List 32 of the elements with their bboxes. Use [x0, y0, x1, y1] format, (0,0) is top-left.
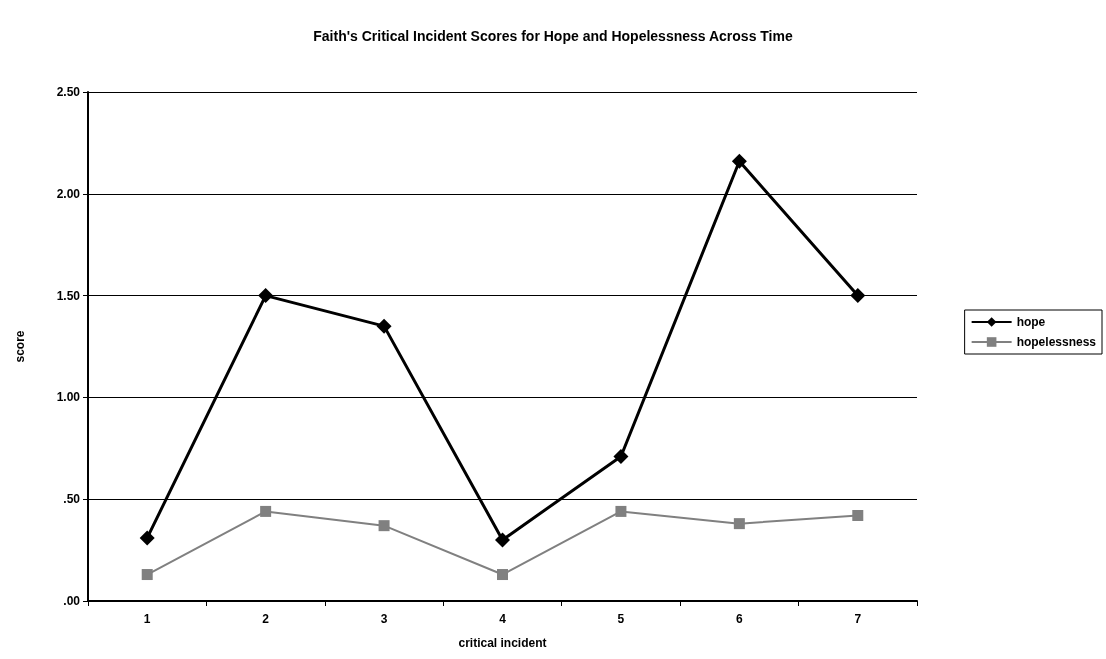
y-tick-label: 2.50 — [56, 85, 81, 99]
point — [615, 505, 627, 517]
point — [141, 569, 153, 581]
point — [139, 530, 155, 546]
point — [852, 509, 864, 521]
x-tick-label: 3 — [380, 612, 388, 626]
legend-label: hope — [1016, 315, 1046, 329]
x-axis-title: critical incident — [458, 636, 547, 650]
y-tick-label: 2.00 — [56, 186, 81, 201]
legend-label: hopelessness — [1016, 335, 1097, 349]
x-tick-label: 1 — [143, 612, 151, 626]
y-tick-label: .00 — [63, 594, 81, 608]
point — [260, 505, 272, 517]
point — [850, 288, 866, 304]
x-tick-label: 2 — [262, 612, 270, 626]
y-tick-label: .50 — [63, 492, 81, 507]
y-tick-label: 1.50 — [56, 288, 81, 303]
x-tick-label: 6 — [736, 612, 744, 626]
x-tick-label: 4 — [499, 612, 507, 626]
chart-title: Faith's Critical Incident Scores for Hope and Hopelessness Across Time — [313, 28, 793, 44]
y-axis-title: score — [13, 330, 27, 363]
point — [258, 288, 274, 304]
point — [495, 532, 510, 548]
x-tick-label: 5 — [617, 612, 625, 626]
x-tick-label: 7 — [854, 612, 862, 626]
y-tick-label: 1.00 — [56, 390, 81, 405]
point — [378, 520, 390, 532]
point — [733, 518, 745, 530]
point — [613, 448, 629, 464]
point — [497, 569, 508, 581]
point — [376, 318, 392, 334]
point — [731, 153, 747, 169]
